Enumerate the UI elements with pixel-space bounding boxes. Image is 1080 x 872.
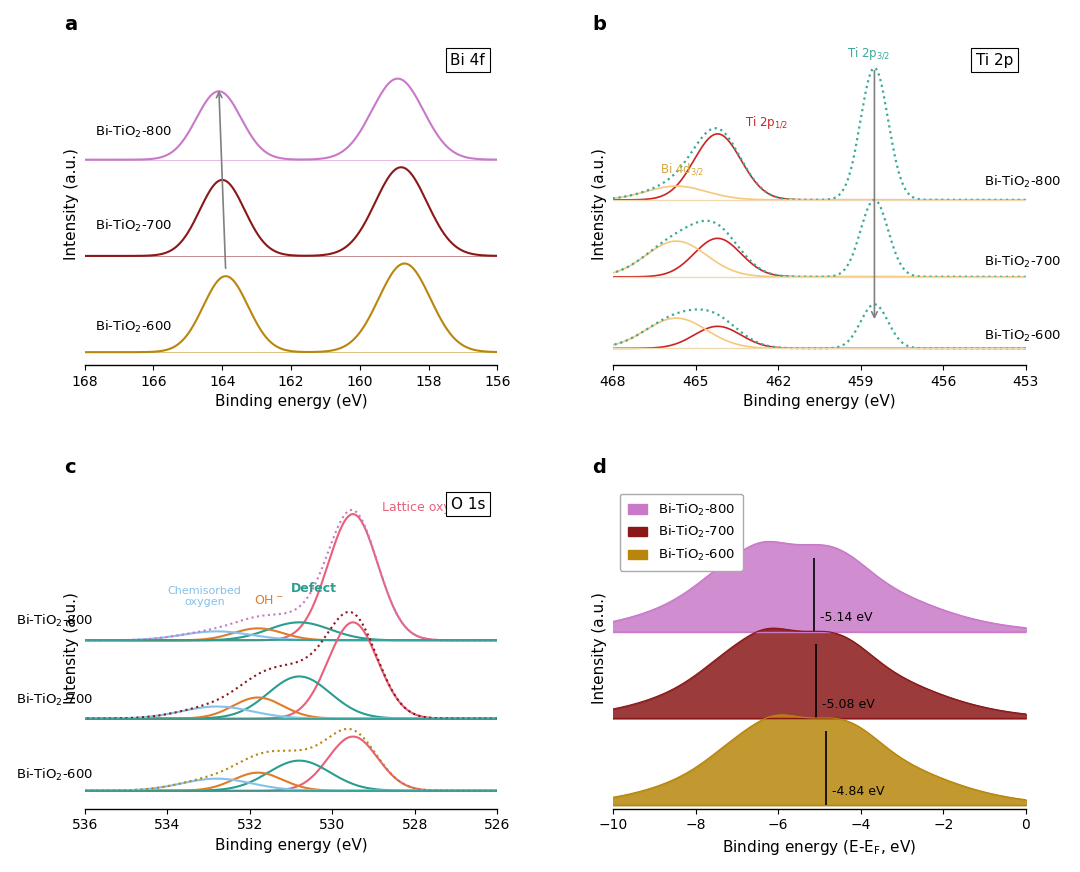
Text: Bi-TiO$_2$-600: Bi-TiO$_2$-600 [985, 328, 1062, 344]
Text: Defect: Defect [291, 582, 337, 596]
Text: Ti 2p: Ti 2p [976, 53, 1013, 68]
Text: Bi-TiO$_2$-700: Bi-TiO$_2$-700 [95, 217, 172, 234]
Text: Lattice oxygen: Lattice oxygen [382, 501, 474, 514]
Text: -4.84 eV: -4.84 eV [833, 785, 885, 798]
Y-axis label: Intensity (a.u.): Intensity (a.u.) [593, 592, 607, 704]
Text: a: a [64, 15, 77, 33]
Text: Bi-TiO$_2$-600: Bi-TiO$_2$-600 [95, 319, 172, 335]
Text: b: b [592, 15, 606, 33]
Text: Ti 2p$_{1/2}$: Ti 2p$_{1/2}$ [745, 114, 788, 131]
Text: Bi 4d$_{3/2}$: Bi 4d$_{3/2}$ [660, 161, 704, 177]
X-axis label: Binding energy (eV): Binding energy (eV) [215, 838, 367, 853]
Y-axis label: Intensity (a.u.): Intensity (a.u.) [64, 592, 79, 704]
Text: Bi-TiO$_2$-700: Bi-TiO$_2$-700 [985, 254, 1062, 270]
Text: -5.14 eV: -5.14 eV [820, 611, 873, 624]
Text: c: c [64, 459, 76, 477]
Text: Bi-TiO$_2$-700: Bi-TiO$_2$-700 [15, 691, 93, 707]
Text: Bi 4f: Bi 4f [450, 53, 485, 68]
Text: -5.08 eV: -5.08 eV [822, 698, 875, 712]
X-axis label: Binding energy (eV): Binding energy (eV) [743, 394, 895, 409]
Y-axis label: Intensity (a.u.): Intensity (a.u.) [593, 148, 607, 260]
Text: Ti 2p$_{3/2}$: Ti 2p$_{3/2}$ [847, 45, 890, 62]
Y-axis label: Intensity (a.u.): Intensity (a.u.) [64, 148, 79, 260]
Text: O 1s: O 1s [450, 497, 485, 512]
Text: Bi-TiO$_2$-800: Bi-TiO$_2$-800 [15, 613, 93, 630]
Text: d: d [592, 459, 606, 477]
Text: Chemisorbed
oxygen: Chemisorbed oxygen [167, 586, 241, 607]
X-axis label: Binding energy (eV): Binding energy (eV) [215, 394, 367, 409]
Text: Bi-TiO$_2$-600: Bi-TiO$_2$-600 [15, 766, 93, 783]
Text: OH$^-$: OH$^-$ [254, 595, 283, 607]
Text: Bi-TiO$_2$-800: Bi-TiO$_2$-800 [985, 174, 1062, 190]
Text: Bi-TiO$_2$-800: Bi-TiO$_2$-800 [95, 124, 172, 140]
Legend: Bi-TiO$_2$-800, Bi-TiO$_2$-700, Bi-TiO$_2$-600: Bi-TiO$_2$-800, Bi-TiO$_2$-700, Bi-TiO$_… [620, 494, 743, 571]
X-axis label: Binding energy (E-E$_\mathrm{F}$, eV): Binding energy (E-E$_\mathrm{F}$, eV) [723, 838, 917, 857]
